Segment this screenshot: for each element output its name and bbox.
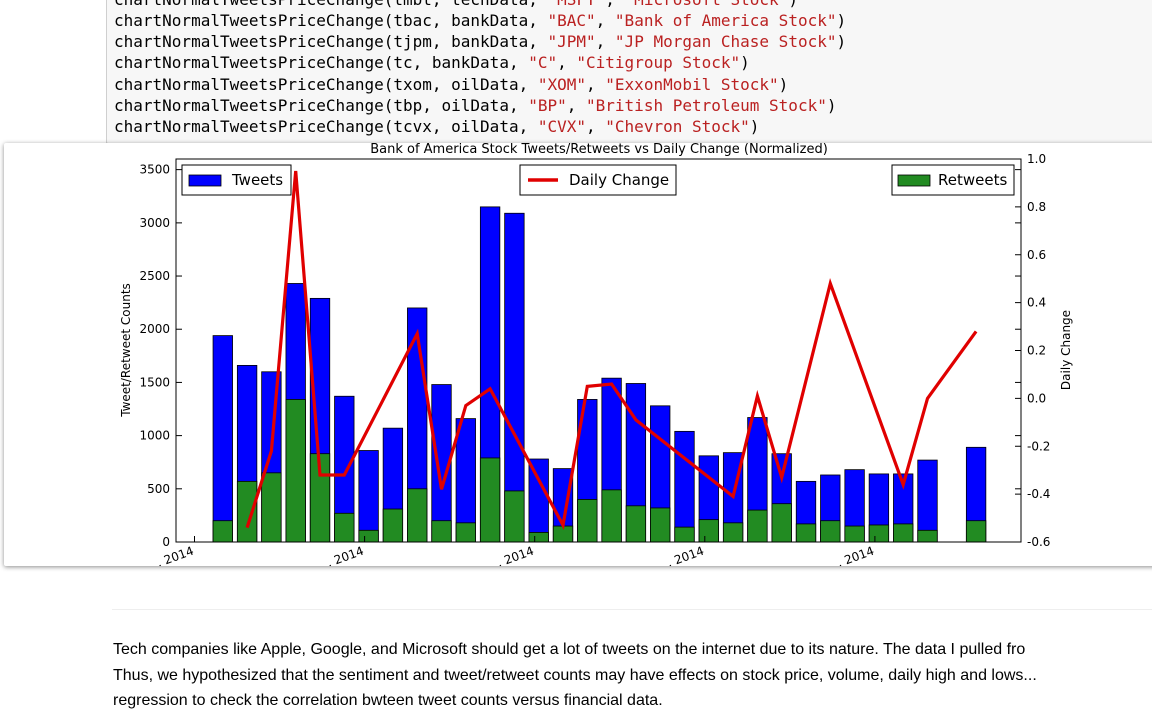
retweets-bar <box>674 526 695 543</box>
retweets-bar <box>625 505 647 543</box>
x-tick-label: ... 2014 <box>318 544 366 566</box>
tweets-bar <box>674 430 695 543</box>
retweets-bar <box>382 508 404 543</box>
code-line: chartNormalTweetsPriceChange(tmbt, techD… <box>114 0 798 11</box>
retweets-bar <box>407 488 428 543</box>
legend-tweets-swatch <box>188 174 222 187</box>
y-tick-label: 0 <box>162 535 170 549</box>
retweets-bar <box>965 520 987 543</box>
code-line: chartNormalTweetsPriceChange(tcvx, oilDa… <box>114 117 760 136</box>
output-area: Bank of America Stock Tweets/Retweets vs… <box>4 143 1152 566</box>
code-line: chartNormalTweetsPriceChange(tbp, oilDat… <box>114 96 837 115</box>
retweets-bar <box>358 529 379 543</box>
retweets-bar <box>820 520 841 543</box>
markdown-line-2: Thus, we hypothesized that the sentiment… <box>113 667 1037 684</box>
y2-tick-label: 0.2 <box>1027 344 1046 358</box>
chart: Bank of America Stock Tweets/Retweets vs… <box>119 143 1073 566</box>
code-line: chartNormalTweetsPriceChange(tc, bankDat… <box>114 53 750 72</box>
y-tick-label: 1000 <box>139 429 170 443</box>
retweets-bar <box>431 520 452 543</box>
tweets-bar <box>212 335 233 543</box>
retweets-bar <box>771 503 792 543</box>
legend-tweets-label: Tweets <box>231 171 283 189</box>
retweets-bar <box>479 457 501 543</box>
legend-retweets-label: Retweets <box>938 171 1007 189</box>
retweets-bar <box>844 525 865 543</box>
y-tick-label: 1500 <box>139 375 170 389</box>
y-axis-label: Tweet/Retweet Counts <box>119 283 133 418</box>
retweets-bar <box>698 519 719 543</box>
y-tick-label: 3500 <box>139 163 170 177</box>
retweets-bar <box>212 520 233 543</box>
y2-axis-label: Daily Change <box>1059 310 1073 390</box>
retweets-bar <box>334 512 355 543</box>
retweets-bar <box>722 522 744 543</box>
x-tick-label: ... 2014 <box>488 544 536 566</box>
y-tick-label: 2000 <box>139 322 170 336</box>
y2-tick-label: 0.0 <box>1027 391 1046 405</box>
cell-divider <box>112 609 1152 610</box>
retweets-bar <box>261 472 282 543</box>
retweets-bar <box>747 509 768 543</box>
y2-tick-label: 1.0 <box>1027 152 1046 166</box>
retweets-bar <box>528 532 549 543</box>
y2-tick-label: -0.6 <box>1027 535 1050 549</box>
code-line: chartNormalTweetsPriceChange(txom, oilDa… <box>114 75 789 94</box>
tweets-bar <box>528 458 549 543</box>
daily-change-line <box>245 170 978 531</box>
retweets-bar <box>795 523 817 543</box>
markdown-line-1: Tech companies like Apple, Google, and M… <box>113 641 1026 658</box>
y2-tick-label: 0.6 <box>1027 248 1046 262</box>
y2-tick-label: -0.2 <box>1027 439 1050 453</box>
x-tick-label: ... 2014 <box>658 544 706 566</box>
y2-tick-label: -0.4 <box>1027 487 1050 501</box>
retweets-bar <box>577 499 598 543</box>
retweets-bar <box>650 507 671 543</box>
code-line: chartNormalTweetsPriceChange(tbac, bankD… <box>114 11 847 30</box>
retweets-bar <box>601 489 622 543</box>
code-line: chartNormalTweetsPriceChange(tjpm, bankD… <box>114 32 847 51</box>
markdown-line-3: regression to check the correlation bwte… <box>113 692 663 709</box>
retweets-bar <box>868 524 890 543</box>
x-tick-label: ... 2014 <box>148 544 196 566</box>
retweets-bar <box>236 480 258 543</box>
retweets-bar <box>285 399 306 543</box>
retweets-bar <box>504 490 525 543</box>
legend-retweets: Retweets <box>891 164 1015 196</box>
y-tick-label: 2500 <box>139 269 170 283</box>
legend-tweets: Tweets <box>181 164 292 196</box>
chart-title: Bank of America Stock Tweets/Retweets vs… <box>370 143 828 157</box>
y-tick-label: 500 <box>147 482 170 496</box>
y2-tick-label: 0.8 <box>1027 200 1046 214</box>
retweets-bar <box>893 523 914 543</box>
y-tick-label: 3000 <box>139 216 170 230</box>
retweets-bar <box>455 522 476 543</box>
retweets-bar <box>917 529 938 543</box>
legend-retweets-swatch <box>897 174 931 187</box>
x-tick-label: ... 2014 <box>828 544 876 566</box>
legend-daily-change-label: Daily Change <box>569 171 669 189</box>
legend-daily-change: Daily Change <box>519 164 677 196</box>
code-cell[interactable]: chartNormalTweetsPriceChange(tmbt, techD… <box>106 0 1152 144</box>
tweets-bar <box>917 459 938 543</box>
y2-tick-label: 0.4 <box>1027 296 1046 310</box>
tweets-bar <box>358 450 379 543</box>
